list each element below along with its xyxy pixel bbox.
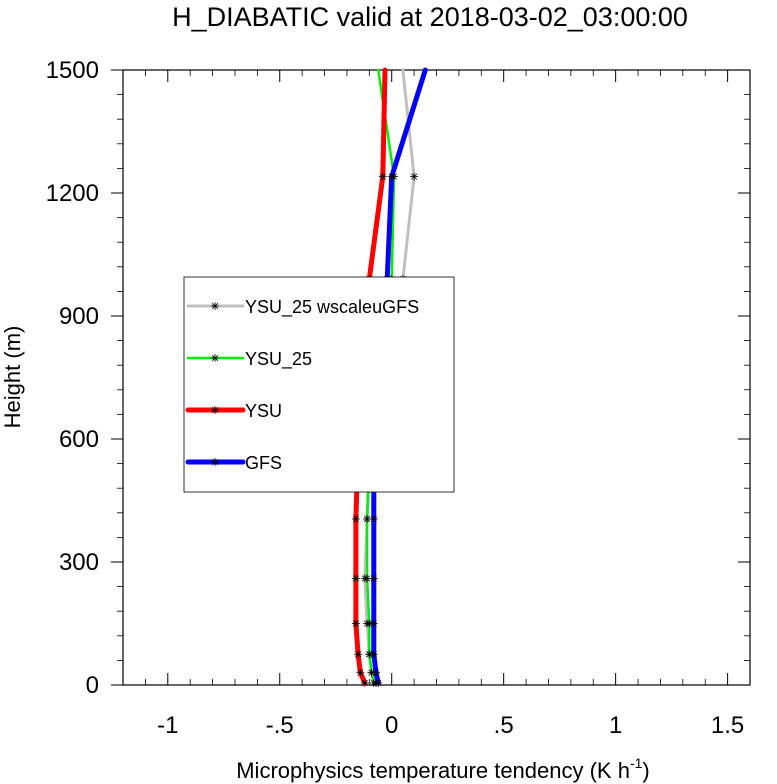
data-point-marker [363, 574, 372, 583]
legend-marker [211, 302, 219, 310]
y-tick-label: 1200 [46, 180, 99, 207]
legend-label: YSU [245, 401, 282, 421]
legend-label: YSU_25 [245, 349, 312, 370]
legend-marker [211, 354, 219, 362]
data-point-marker [410, 172, 419, 181]
x-tick-label: 0 [385, 712, 398, 739]
data-point-marker [363, 514, 372, 523]
x-tick-label: -1 [157, 712, 178, 739]
axis-tick-labels: -1 -.5 0 .5 1 1.5 0 300 600 900 1200 1500 [46, 57, 745, 739]
data-point-marker [369, 619, 378, 628]
data-point-marker [387, 172, 396, 181]
legend-marker [211, 458, 219, 466]
chart-title: H_DIABATIC valid at 2018-03-02_03:00:00 [172, 2, 688, 32]
data-point-marker [354, 650, 363, 659]
x-axis-label: Microphysics temperature tendency (K h-1… [236, 755, 650, 783]
x-tick-label: 1 [609, 712, 622, 739]
legend-box [183, 276, 455, 493]
data-point-marker [378, 172, 387, 181]
x-axis-label-close: ) [642, 758, 649, 783]
y-tick-label: 300 [59, 549, 99, 576]
y-tick-label: 0 [86, 672, 99, 699]
x-tick-label: 1.5 [711, 712, 744, 739]
x-axis-label-main: Microphysics temperature tendency (K h [236, 758, 630, 783]
data-point-marker [360, 678, 369, 687]
data-point-marker [372, 668, 381, 677]
x-tick-label: -.5 [266, 712, 294, 739]
data-point-marker [351, 514, 360, 523]
y-axis-label: Height (m) [0, 326, 25, 429]
data-point-marker [369, 514, 378, 523]
y-tick-label: 1500 [46, 57, 99, 84]
data-point-marker [369, 574, 378, 583]
legend-label: YSU_25 wscaleuGFS [245, 297, 419, 318]
legend-label: GFS [245, 453, 282, 473]
y-tick-label: 900 [59, 303, 99, 330]
y-tick-label: 600 [59, 426, 99, 453]
x-tick-label: .5 [494, 712, 514, 739]
data-point-marker [369, 650, 378, 659]
legend-marker [211, 406, 219, 414]
x-axis-label-sup: -1 [630, 755, 643, 771]
plot-frame [122, 69, 751, 686]
data-point-marker [374, 678, 383, 687]
legend-items: YSU_25 wscaleuGFS YSU_25 YSU GFS [185, 297, 419, 473]
data-point-marker [351, 619, 360, 628]
data-point-marker [356, 668, 365, 677]
legend: YSU_25 wscaleuGFS YSU_25 YSU GFS [183, 276, 455, 493]
data-point-marker [351, 574, 360, 583]
